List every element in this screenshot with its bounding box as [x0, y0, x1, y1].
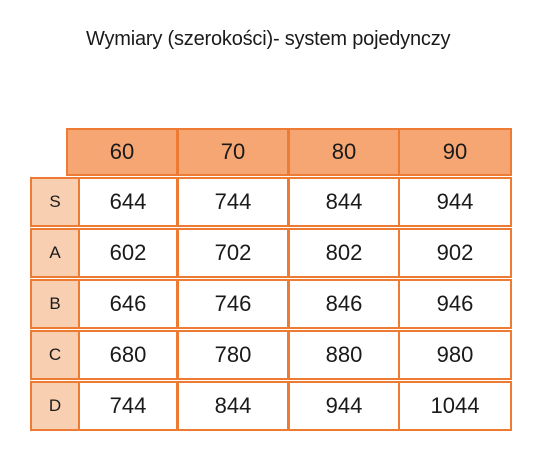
table-cell: 746 [177, 279, 289, 329]
row-label-a: A [30, 228, 80, 278]
row-label-s: S [30, 177, 80, 227]
table-cell: 644 [78, 177, 178, 227]
table-cell: 646 [78, 279, 178, 329]
column-header-80: 80 [288, 128, 400, 176]
table-cell: 946 [398, 279, 512, 329]
table-cell: 1044 [398, 381, 512, 431]
table-cell: 880 [288, 330, 400, 380]
column-header-90: 90 [398, 128, 512, 176]
table-cell: 902 [398, 228, 512, 278]
table-cell: 844 [288, 177, 400, 227]
table-cell: 844 [177, 381, 289, 431]
table-cell: 944 [288, 381, 400, 431]
table-cell: 846 [288, 279, 400, 329]
table-cell: 980 [398, 330, 512, 380]
column-header-60: 60 [66, 128, 178, 176]
page-title: Wymiary (szerokości)- system pojedynczy [86, 28, 451, 50]
table-cell: 702 [177, 228, 289, 278]
table-cell: 680 [78, 330, 178, 380]
row-label-c: C [30, 330, 80, 380]
row-label-d: D [30, 381, 80, 431]
row-label-b: B [30, 279, 80, 329]
table-cell: 744 [78, 381, 178, 431]
table-cell: 744 [177, 177, 289, 227]
column-header-70: 70 [177, 128, 289, 176]
table-cell: 602 [78, 228, 178, 278]
table-cell: 944 [398, 177, 512, 227]
table-cell: 802 [288, 228, 400, 278]
table-cell: 780 [177, 330, 289, 380]
